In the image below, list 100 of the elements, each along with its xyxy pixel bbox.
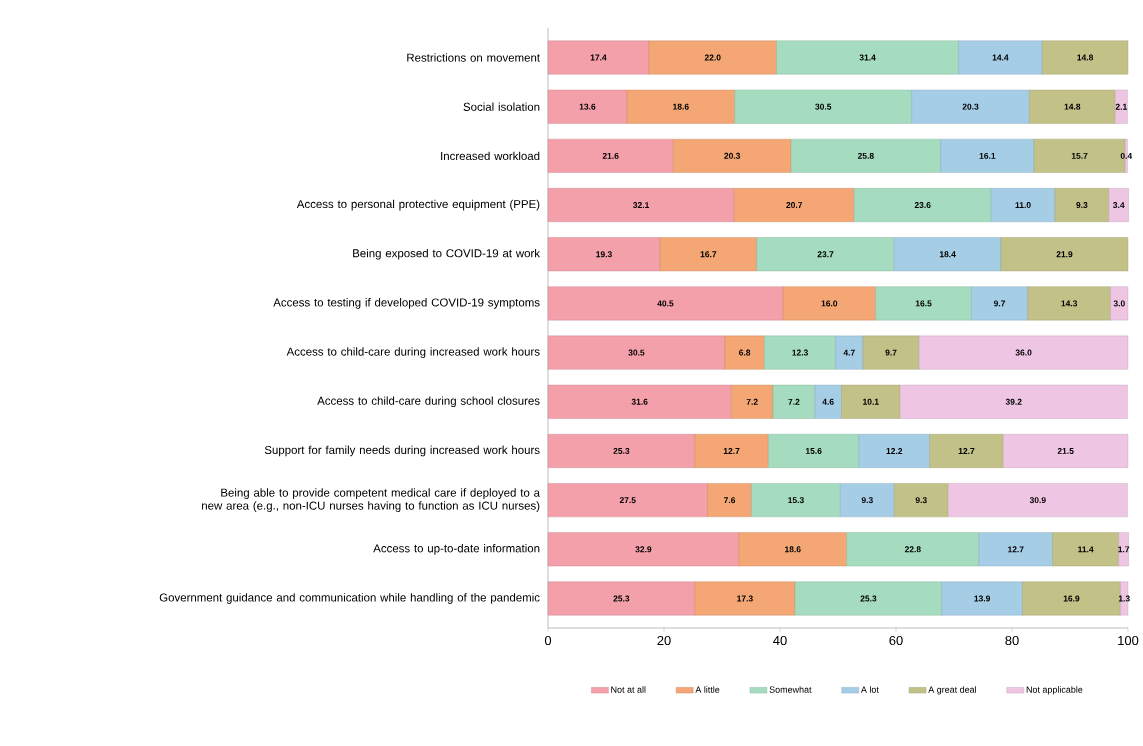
bar	[547, 138, 674, 173]
bar	[1120, 581, 1129, 616]
data-label: 9.3	[915, 497, 927, 504]
data-label: 31.6	[631, 398, 648, 405]
bar	[854, 188, 992, 222]
data-label: 12.2	[886, 448, 903, 454]
y-tick-label: Social isolation	[463, 102, 540, 111]
bar	[626, 89, 735, 124]
bar	[846, 532, 980, 567]
data-label: 9.3	[861, 497, 873, 504]
bar	[547, 581, 695, 616]
y-tick-label: Access to testing if developed COVID-19 symptoms	[273, 298, 540, 309]
bar	[899, 384, 1128, 419]
bar	[1000, 237, 1129, 272]
data-label: 16.0	[821, 300, 838, 307]
legend-label: Somewhat	[769, 686, 812, 693]
data-label: 18.6	[673, 103, 689, 110]
y-tick-label: Access to up-to-date information	[373, 543, 540, 555]
bar	[1041, 40, 1129, 75]
data-label: 30.5	[628, 349, 645, 356]
bar	[547, 434, 695, 468]
bar	[948, 483, 1128, 518]
data-label: 21.6	[602, 152, 619, 159]
data-label: 7.2	[788, 398, 800, 405]
bar	[764, 335, 836, 370]
bar	[547, 483, 708, 518]
data-label: 1.3	[1118, 595, 1130, 602]
bar	[734, 89, 912, 124]
data-label: 13.9	[974, 595, 991, 602]
y-tick-label: Access to child-care during increased work hours	[286, 347, 540, 358]
data-label: 12.7	[958, 448, 975, 454]
data-label: 25.3	[613, 447, 630, 454]
data-label: 1.7	[1118, 546, 1130, 553]
data-label: 30.5	[815, 103, 832, 110]
bar	[840, 483, 895, 518]
bar	[894, 483, 949, 518]
bar	[835, 335, 864, 370]
data-label: 18.6	[785, 546, 801, 553]
bar	[990, 188, 1056, 222]
data-label: 16.9	[1063, 595, 1080, 602]
data-label: 3.4	[1113, 202, 1125, 209]
bar	[911, 89, 1030, 124]
x-tick-label: 60	[889, 635, 903, 646]
data-label: 14.3	[1061, 300, 1078, 307]
legend-label: A great deal	[928, 686, 976, 695]
bar	[1022, 581, 1121, 616]
bar	[768, 434, 860, 468]
bar	[794, 581, 943, 616]
bar	[875, 286, 972, 321]
data-label: 7.6	[724, 497, 736, 504]
bar	[978, 532, 1053, 567]
data-label: 9.7	[993, 300, 1006, 307]
bar	[1118, 532, 1129, 567]
data-label: 12.3	[792, 349, 808, 356]
data-label: 20.3	[962, 103, 979, 110]
legend-label: Not applicable	[1026, 686, 1083, 695]
bar	[862, 335, 920, 370]
data-label: 4.6	[822, 398, 834, 405]
data-label: 2.1	[1115, 103, 1127, 110]
data-label: 25.3	[860, 595, 877, 602]
bar	[858, 434, 930, 468]
legend-label: A little	[695, 686, 720, 693]
bar	[547, 237, 661, 272]
data-label: 21.5	[1057, 447, 1074, 454]
bar	[751, 483, 841, 518]
bar	[1029, 89, 1116, 124]
bar	[694, 434, 769, 468]
bar	[894, 237, 1002, 272]
x-tick-label: 20	[657, 635, 671, 646]
bar	[648, 40, 777, 75]
data-label: 16.5	[915, 300, 932, 307]
y-tick-label: Access to personal protective equipment (PPE)	[296, 199, 540, 211]
y-tick-label: Restrictions on movement	[407, 53, 540, 62]
bar	[940, 138, 1035, 173]
bar	[958, 40, 1043, 75]
bar	[971, 286, 1028, 321]
bar	[772, 384, 815, 419]
bar	[929, 434, 1004, 468]
data-label: 6.8	[739, 349, 751, 356]
data-label: 31.4	[859, 54, 876, 61]
data-label: 14.8	[1064, 103, 1081, 110]
data-label: 0.4	[1120, 152, 1133, 159]
bar	[919, 335, 1129, 370]
bar	[547, 384, 732, 419]
y-tick-label: Increased workload	[441, 151, 540, 161]
y-tick-label: Being exposed to COVID-19 at work	[353, 248, 541, 260]
data-label: 22.0	[704, 54, 721, 61]
bar	[814, 384, 842, 419]
bar	[707, 483, 752, 518]
data-label: 14.8	[1077, 54, 1094, 61]
y-tick-label: Being able to provide competent medical care if deployed to a new area (e.g., non-ICU nurses having to function as ICU nurses)	[202, 488, 540, 512]
data-label: 12.7	[1008, 546, 1024, 553]
y-tick-label: Access to child-care during school closures	[317, 396, 540, 408]
data-label: 15.3	[788, 497, 804, 504]
data-label: 10.1	[863, 398, 879, 405]
data-label: 3.0	[1113, 300, 1125, 307]
data-label: 17.4	[590, 54, 607, 61]
data-label: 18.4	[939, 251, 956, 258]
bar	[1110, 286, 1129, 321]
data-label: 4.7	[843, 349, 855, 356]
